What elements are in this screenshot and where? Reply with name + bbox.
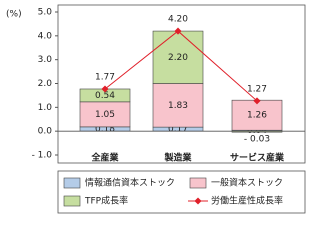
y-tick-label: - 1.0 [32, 151, 53, 161]
legend-label: 一般資本ストック [211, 177, 283, 189]
y-tick-label: 1.0 [38, 103, 53, 113]
legend-swatch [63, 195, 81, 207]
legend-frame [57, 170, 306, 214]
bar-segment [79, 101, 131, 128]
legend-label: 労働生産性成長率 [211, 195, 283, 207]
value-label: 1.83 [168, 101, 188, 111]
legend-swatch [63, 177, 81, 189]
y-tick-label: 3.0 [38, 55, 53, 65]
x-tick-label: 全産業 [90, 152, 119, 164]
value-label: 0.54 [95, 91, 115, 101]
y-tick-label: 2.0 [38, 79, 53, 89]
bar-segment [152, 30, 204, 84]
y-tick-label: 0.0 [38, 127, 53, 137]
value-label: - 0.03 [244, 134, 270, 144]
legend-swatch [189, 177, 207, 189]
value-label: 1.27 [247, 84, 267, 94]
x-tick-label: サービス産業 [230, 152, 285, 164]
line-marker [253, 97, 261, 105]
value-label: 1.77 [95, 72, 115, 82]
line-marker [174, 27, 182, 35]
chart: (%) - 1.0 0.0 1.0 2.0 3.0 4.0 5.0 0.18 1.05 0.54 0… [6, 4, 306, 214]
value-label: 1.05 [95, 110, 115, 120]
value-label: 0.17 [168, 125, 188, 135]
value-label: 2.20 [168, 53, 188, 63]
legend-label: TFP成長率 [84, 195, 128, 207]
y-tick-label: 4.0 [38, 31, 53, 41]
value-label: 1.26 [247, 111, 267, 121]
y-axis-label: (%) [6, 10, 22, 20]
legend-label: 情報通信資本ストック [85, 177, 175, 189]
value-label: 0.18 [95, 125, 115, 135]
legend-swatch [194, 197, 202, 205]
y-tick-label: 5.0 [38, 8, 53, 18]
line-marker [101, 85, 109, 93]
x-tick-label: 製造業 [163, 152, 192, 164]
bar-segment [152, 83, 204, 128]
bar-segment [231, 99, 283, 131]
value-label: 4.20 [168, 15, 188, 25]
